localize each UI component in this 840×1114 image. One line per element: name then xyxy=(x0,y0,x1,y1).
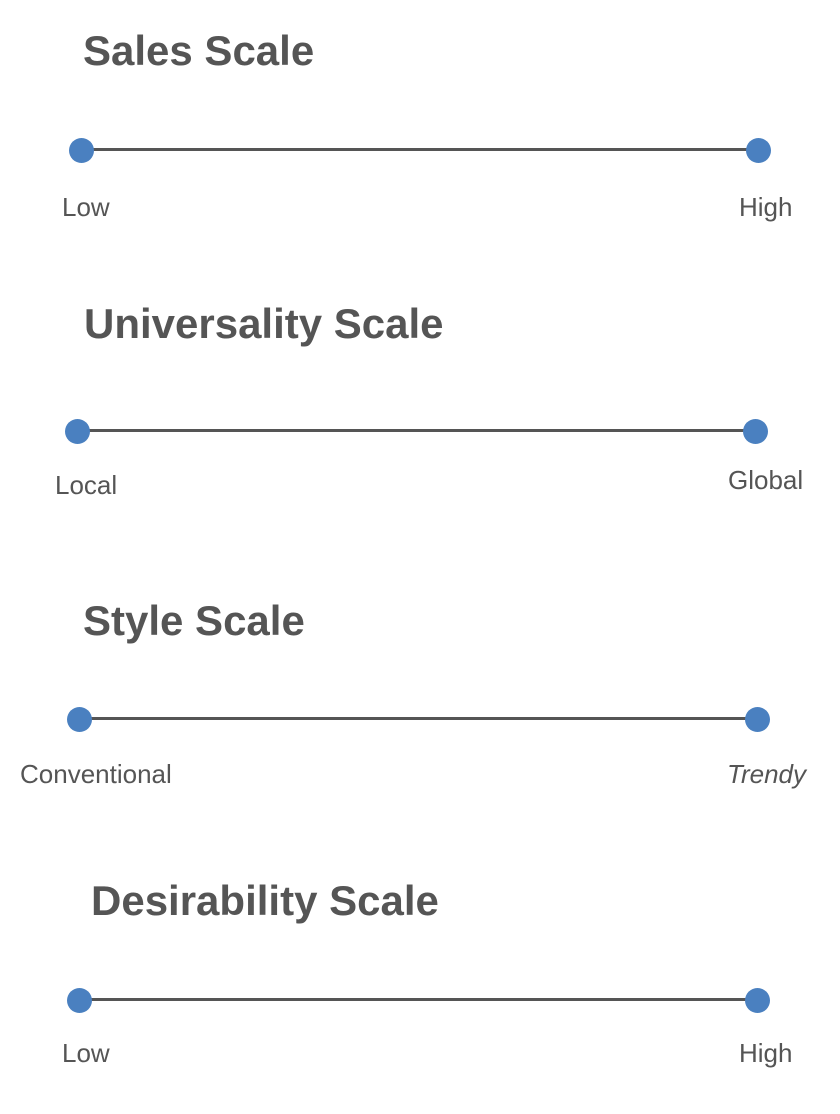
style-scale-line xyxy=(79,717,757,720)
universality-scale-title: Universality Scale xyxy=(84,300,444,347)
universality-scale-high-dot xyxy=(742,418,768,444)
style-scale-low-dot xyxy=(66,706,92,732)
desirability-scale-low-label: Low xyxy=(62,1038,110,1068)
desirability-scale-line xyxy=(79,998,757,1001)
sales-scale-low-label: Low xyxy=(62,192,110,222)
style-scale-title: Style Scale xyxy=(83,597,305,644)
sales-scale-title: Sales Scale xyxy=(83,27,315,74)
sales-scale-high-dot xyxy=(745,137,771,163)
style-scale-high-label: Trendy xyxy=(727,759,806,789)
universality-scale-low-label: Local xyxy=(55,470,118,500)
universality-scale-low-dot xyxy=(64,418,90,444)
sales-scale-high-label: High xyxy=(739,192,793,222)
desirability-scale-low-dot xyxy=(66,987,92,1013)
desirability-scale-high-dot xyxy=(744,987,770,1013)
sales-scale-line xyxy=(81,148,758,151)
style-scale-low-label: Conventional xyxy=(20,759,172,789)
universality-scale-high-label: Global xyxy=(728,465,804,495)
desirability-scale-high-label: High xyxy=(739,1038,793,1068)
universality-scale-line xyxy=(77,429,755,432)
desirability-scale-title: Desirability Scale xyxy=(91,877,439,924)
style-scale-high-dot xyxy=(744,706,770,732)
sales-scale-low-dot xyxy=(68,137,94,163)
